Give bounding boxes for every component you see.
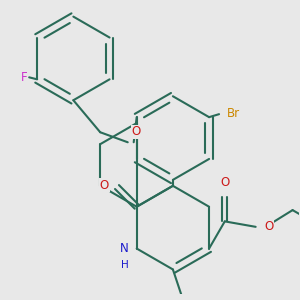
Text: H: H	[121, 260, 129, 271]
Text: O: O	[265, 220, 274, 233]
Text: O: O	[100, 178, 109, 191]
Text: Br: Br	[227, 107, 240, 120]
Text: O: O	[220, 176, 230, 188]
Text: O: O	[132, 125, 141, 138]
Text: N: N	[120, 242, 129, 255]
Text: F: F	[21, 71, 27, 84]
